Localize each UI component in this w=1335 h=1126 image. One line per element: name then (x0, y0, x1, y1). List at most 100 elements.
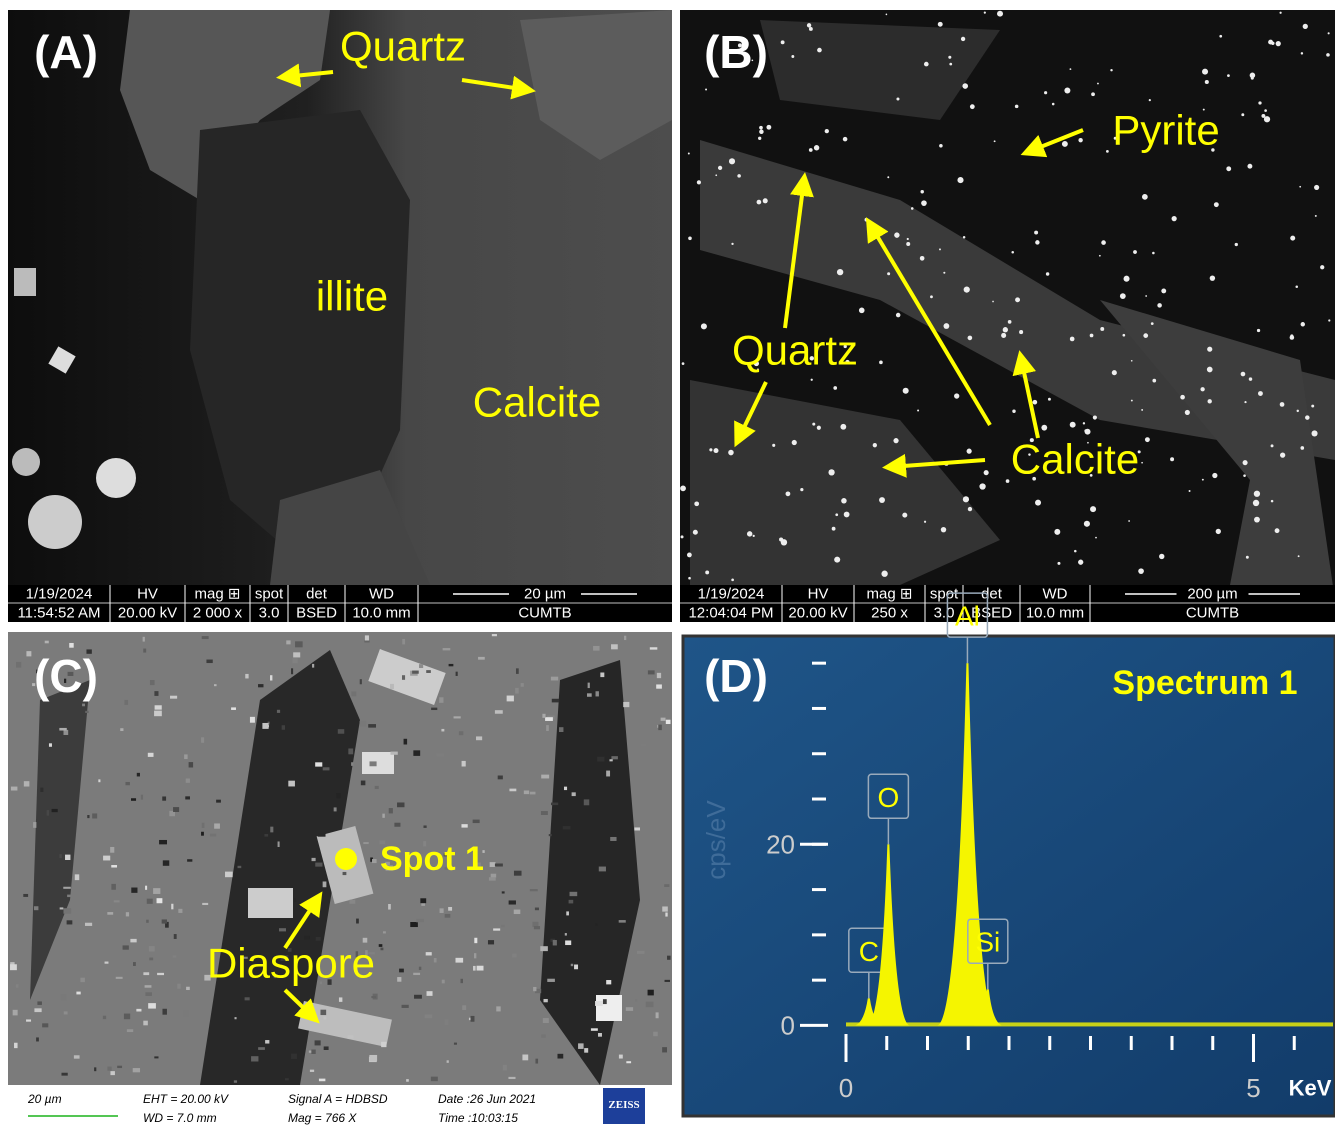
texture-dot (682, 362, 685, 365)
texture-dot (397, 802, 404, 807)
texture-dot (136, 1009, 141, 1012)
texture-dot (473, 820, 480, 823)
texture-dot (445, 914, 451, 918)
peak-label: Al (955, 601, 980, 632)
texture-dot (157, 973, 164, 975)
texture-dot (23, 894, 28, 897)
texture-dot (238, 866, 242, 868)
texture-dot (1271, 444, 1274, 447)
texture-dot (147, 899, 153, 904)
bar-value: 3.0 (934, 605, 955, 622)
texture-dot (1100, 327, 1104, 331)
texture-dot (1301, 52, 1303, 54)
texture-dot (1011, 251, 1014, 254)
texture-dot (49, 743, 52, 746)
texture-dot (1120, 293, 1126, 299)
texture-dot (623, 702, 629, 707)
texture-dot (646, 1002, 654, 1008)
texture-dot (339, 997, 342, 1001)
texture-dot (1085, 429, 1091, 435)
texture-dot (786, 491, 791, 496)
texture-dot (559, 727, 563, 732)
logo-text: ZEISS (608, 1099, 639, 1111)
texture-dot (665, 912, 667, 916)
texture-dot (530, 889, 538, 891)
texture-dot (170, 696, 177, 699)
texture-dot (606, 771, 610, 777)
texture-dot (1214, 202, 1219, 207)
texture-dot (1070, 337, 1075, 342)
texture-dot (1133, 250, 1137, 254)
texture-dot (356, 919, 359, 924)
texture-dot (187, 859, 192, 862)
texture-dot (444, 1019, 448, 1025)
texture-dot (1312, 430, 1318, 436)
texture-dot (291, 1054, 297, 1059)
texture-dot (574, 965, 578, 970)
texture-dot (1143, 333, 1148, 338)
texture-dot (364, 640, 369, 642)
texture-dot (957, 177, 963, 183)
texture-dot (840, 424, 846, 430)
texture-dot (183, 1010, 188, 1016)
texture-dot (416, 919, 424, 922)
texture-dot (315, 863, 322, 867)
chart-title: Spectrum 1 (1112, 664, 1297, 702)
texture-dot (930, 295, 933, 298)
texture-dot (611, 756, 617, 759)
texture-dot (626, 1061, 631, 1063)
texture-dot (149, 958, 153, 961)
info-bar (8, 585, 672, 622)
texture-dot (948, 56, 951, 59)
texture-dot (462, 761, 466, 767)
texture-dot (964, 287, 970, 293)
annotation: Calcite (473, 379, 601, 426)
texture-dot (127, 1029, 133, 1032)
texture-dot (967, 449, 972, 454)
texture-dot (414, 995, 422, 999)
texture-dot (547, 979, 555, 982)
texture-dot (1207, 367, 1213, 373)
texture-dot (423, 825, 426, 827)
texture-dot (766, 125, 771, 130)
texture-dot (828, 469, 834, 475)
texture-dot (310, 1070, 314, 1072)
texture-dot (1241, 372, 1246, 377)
texture-dot (1227, 74, 1230, 77)
texture-dot (781, 539, 787, 545)
texture-dot (10, 964, 17, 970)
texture-dot (381, 1042, 386, 1047)
texture-dot (1152, 379, 1156, 383)
texture-dot (146, 920, 149, 923)
texture-dot (278, 841, 280, 847)
texture-dot (250, 717, 255, 723)
texture-dot (570, 892, 578, 896)
texture-dot (1161, 288, 1166, 293)
texture-dot (1099, 255, 1101, 257)
texture-dot (731, 579, 734, 582)
texture-dot (578, 1043, 584, 1049)
texture-dot (1295, 286, 1297, 288)
texture-dot (162, 919, 167, 923)
texture-dot (903, 388, 909, 394)
texture-dot (791, 55, 794, 58)
texture-dot (1093, 415, 1097, 419)
texture-dot (687, 553, 692, 558)
bar-field: Date :26 Jun 2021 (438, 1092, 536, 1106)
texture-dot (1235, 243, 1238, 246)
texture-dot (111, 865, 117, 868)
bar-value: 10.0 mm (1026, 605, 1084, 622)
texture-dot (427, 991, 433, 996)
texture-dot (291, 668, 293, 674)
texture-dot (502, 891, 505, 893)
texture-dot (817, 48, 822, 53)
panel-label: (C) (34, 650, 98, 702)
texture-dot (1152, 252, 1155, 255)
texture-dot (1041, 425, 1047, 431)
texture-dot (507, 696, 514, 702)
texture-dot (360, 721, 367, 727)
texture-dot (1251, 77, 1254, 80)
texture-dot (963, 496, 969, 502)
texture-dot (873, 443, 877, 447)
bar-value: 2 000 x (193, 605, 243, 622)
